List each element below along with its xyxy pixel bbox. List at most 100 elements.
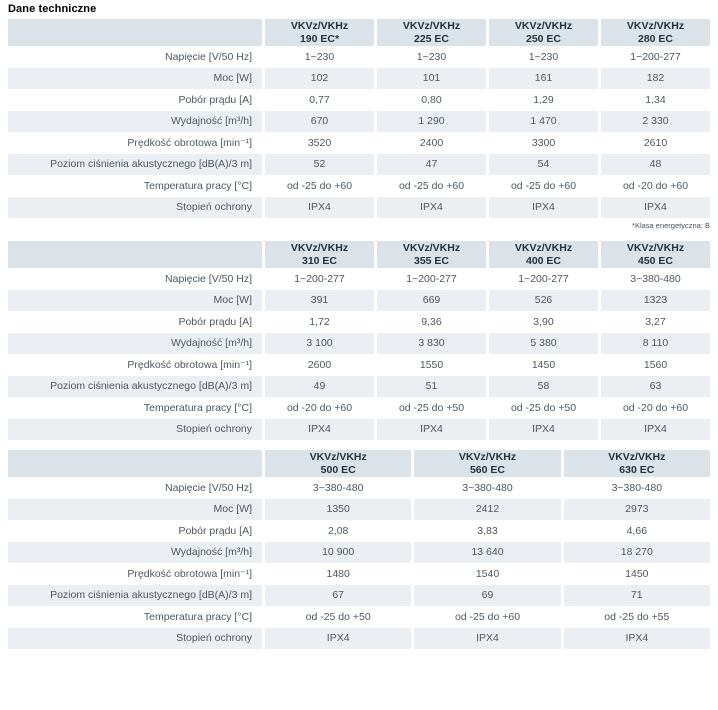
value-cell: 3 100 bbox=[265, 332, 374, 354]
value-cell: IPX4 bbox=[601, 196, 710, 218]
value-cell: 3~380-480 bbox=[312, 481, 364, 494]
value-cell: IPX4 bbox=[414, 627, 561, 649]
column-header-series: VKVz/VKHz bbox=[626, 241, 685, 254]
value-cell: 1550 bbox=[419, 358, 444, 371]
row-label: Wydajność [m³/h] bbox=[8, 332, 262, 354]
value-cell: IPX4 bbox=[265, 196, 374, 218]
value-cell: 2973 bbox=[563, 498, 710, 520]
column-header-series: VKVz/VKHz bbox=[402, 19, 461, 32]
value-cell: 1~200-277 bbox=[294, 272, 345, 285]
column-header-model: 450 EC bbox=[637, 254, 674, 267]
column-header: VKVz/VKHz 400 EC bbox=[489, 241, 598, 268]
row-label: Wydajność [m³/h] bbox=[8, 541, 262, 563]
column-header: VKVz/VKHz 310 EC bbox=[265, 241, 374, 268]
value-cell: 526 bbox=[489, 289, 598, 311]
row-label: Stopień ochrony bbox=[8, 627, 262, 649]
row-label: Moc [W] bbox=[8, 289, 262, 311]
value-cell: 1480 bbox=[326, 567, 350, 580]
spec-table-3: VKVz/VKHz 500 EC VKVz/VKHz 560 EC VKVz/VKHz 6… bbox=[8, 450, 710, 649]
row-label: Temperatura pracy [°C] bbox=[143, 401, 252, 414]
value-cell: 1 470 bbox=[489, 110, 598, 132]
row-label: Pobór prądu [A] bbox=[178, 93, 252, 106]
footnote: *Klasa energetyczna: B bbox=[632, 221, 710, 230]
value-cell: 2412 bbox=[414, 498, 561, 520]
column-header: VKVz/VKHz 280 EC bbox=[601, 19, 710, 46]
value-cell: 2,08 bbox=[327, 524, 349, 537]
row-label: Temperatura pracy [°C] bbox=[143, 179, 252, 192]
value-cell: 3300 bbox=[531, 136, 556, 149]
value-cell: od -20 do +60 bbox=[622, 179, 689, 192]
value-cell: 1~200-277 bbox=[630, 50, 681, 63]
column-header-model: 225 EC bbox=[413, 32, 450, 45]
spec-table-2: VKVz/VKHz 310 EC VKVz/VKHz 355 EC VKVz/VKHz 4… bbox=[8, 241, 710, 440]
column-header-series: VKVz/VKHz bbox=[290, 19, 349, 32]
value-cell: 1~230 bbox=[304, 50, 335, 63]
column-header-model: 560 EC bbox=[469, 463, 505, 476]
value-cell: 0,80 bbox=[421, 93, 442, 106]
value-cell: 1,29 bbox=[533, 93, 554, 106]
column-header: VKVz/VKHz 250 EC bbox=[489, 19, 598, 46]
value-cell: 2 330 bbox=[601, 110, 710, 132]
row-label: Prędkość obrotowa [min⁻¹] bbox=[127, 136, 252, 149]
value-cell: 3,90 bbox=[533, 315, 554, 328]
value-cell: 1450 bbox=[625, 567, 649, 580]
value-cell: 101 bbox=[377, 67, 486, 89]
row-label: Moc [W] bbox=[8, 498, 262, 520]
value-cell: 0,77 bbox=[309, 93, 330, 106]
value-cell: 3,27 bbox=[645, 315, 666, 328]
row-label: Poziom ciśnienia akustycznego [dB(A)/3 m… bbox=[8, 375, 262, 397]
value-cell: IPX4 bbox=[489, 196, 598, 218]
row-label: Wydajność [m³/h] bbox=[8, 110, 262, 132]
row-label: Moc [W] bbox=[8, 67, 262, 89]
row-label: Prędkość obrotowa [min⁻¹] bbox=[127, 358, 252, 371]
column-header-series: VKVz/VKHz bbox=[290, 241, 349, 254]
datasheet-page: Dane techniczne VKVz/VKHz 190 EC* VKVz/VKH… bbox=[8, 3, 710, 649]
value-cell: 13 640 bbox=[414, 541, 561, 563]
column-header-series: VKVz/VKHz bbox=[514, 19, 573, 32]
value-cell: IPX4 bbox=[265, 418, 374, 440]
value-cell: od -25 do +60 bbox=[398, 179, 465, 192]
column-header: VKVz/VKHz 355 EC bbox=[377, 241, 486, 268]
column-header: VKVz/VKHz 225 EC bbox=[377, 19, 486, 46]
value-cell: 2610 bbox=[643, 136, 668, 149]
column-header-model: 500 EC bbox=[320, 463, 356, 476]
value-cell: 1,34 bbox=[645, 93, 666, 106]
value-cell: 8 110 bbox=[601, 332, 710, 354]
value-cell: 48 bbox=[601, 153, 710, 175]
value-cell: 670 bbox=[265, 110, 374, 132]
value-cell: od -25 do +60 bbox=[454, 610, 521, 623]
value-cell: 52 bbox=[265, 153, 374, 175]
value-cell: 58 bbox=[489, 375, 598, 397]
value-cell: 1,72 bbox=[309, 315, 330, 328]
column-header: VKVz/VKHz 450 EC bbox=[601, 241, 710, 268]
value-cell: IPX4 bbox=[377, 196, 486, 218]
value-cell: 51 bbox=[377, 375, 486, 397]
header-corner-cell bbox=[8, 19, 262, 46]
value-cell: 391 bbox=[265, 289, 374, 311]
row-label: Pobór prądu [A] bbox=[178, 524, 252, 537]
value-cell: 18 270 bbox=[563, 541, 710, 563]
value-cell: 3 830 bbox=[377, 332, 486, 354]
page-title: Dane techniczne bbox=[8, 3, 97, 15]
row-label: Napięcie [V/50 Hz] bbox=[165, 50, 252, 63]
value-cell: 1323 bbox=[601, 289, 710, 311]
value-cell: 1350 bbox=[265, 498, 412, 520]
value-cell: 3~380-480 bbox=[630, 272, 681, 285]
value-cell: od -25 do +60 bbox=[286, 179, 353, 192]
column-header-model: 400 EC bbox=[525, 254, 562, 267]
column-header-series: VKVz/VKHz bbox=[402, 241, 461, 254]
value-cell: 1560 bbox=[643, 358, 668, 371]
row-label: Stopień ochrony bbox=[8, 196, 262, 218]
column-header: VKVz/VKHz 500 EC bbox=[265, 450, 412, 477]
value-cell: od -25 do +50 bbox=[510, 401, 577, 414]
header-corner-cell bbox=[8, 450, 262, 477]
value-cell: od -25 do +50 bbox=[398, 401, 465, 414]
value-cell: 10 900 bbox=[265, 541, 412, 563]
row-label: Pobór prądu [A] bbox=[178, 315, 252, 328]
column-header: VKVz/VKHz 630 EC bbox=[563, 450, 710, 477]
value-cell: 54 bbox=[489, 153, 598, 175]
row-label: Temperatura pracy [°C] bbox=[143, 610, 252, 623]
value-cell: 3~380-480 bbox=[611, 481, 663, 494]
value-cell: od -25 do +55 bbox=[604, 610, 670, 623]
value-cell: 1 290 bbox=[377, 110, 486, 132]
